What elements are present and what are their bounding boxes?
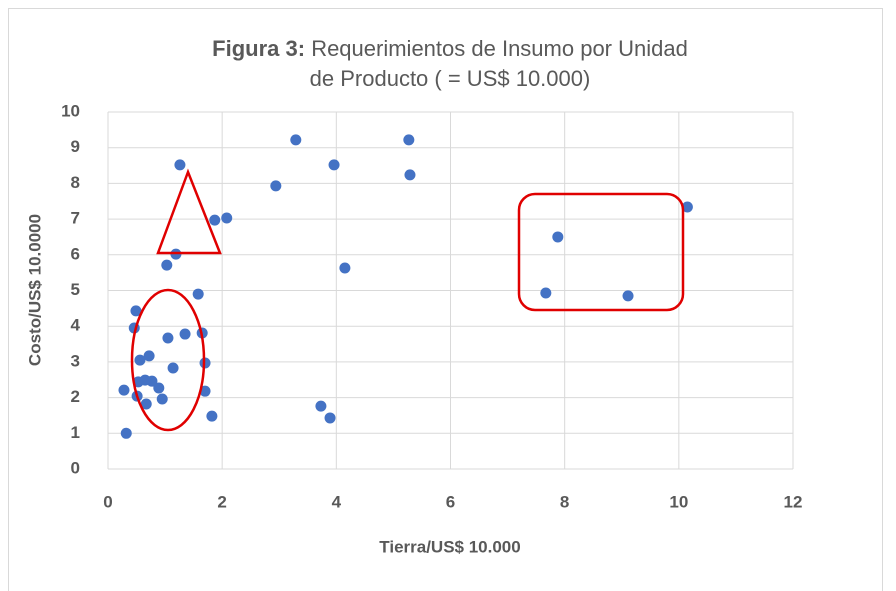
x-tick-label: 0 — [103, 492, 112, 511]
point — [118, 384, 130, 396]
point — [174, 159, 186, 171]
x-tick-label: 12 — [784, 492, 803, 511]
point — [324, 412, 336, 424]
y-tick-label: 9 — [71, 137, 80, 156]
point — [209, 214, 221, 226]
point — [404, 169, 416, 181]
title-text: Requerimientos de Insumo por Unidad de P… — [309, 36, 688, 91]
y-tick-label: 0 — [71, 458, 80, 477]
point — [153, 382, 165, 394]
y-tick-label: 8 — [71, 173, 80, 192]
y-tick-label: 7 — [71, 209, 80, 228]
point — [192, 288, 204, 300]
point — [120, 427, 132, 439]
grid — [107, 111, 794, 470]
y-tick-label: 6 — [71, 244, 80, 263]
point — [179, 328, 191, 340]
x-tick-label: 4 — [332, 492, 342, 511]
point — [290, 134, 302, 146]
point — [403, 134, 415, 146]
point — [130, 305, 142, 317]
point — [315, 400, 327, 412]
point — [552, 231, 564, 243]
y-tick-label: 2 — [71, 387, 80, 406]
marks — [118, 134, 693, 439]
y-tick-label: 10 — [61, 101, 80, 120]
point — [339, 262, 351, 274]
point — [540, 287, 552, 299]
point — [143, 350, 155, 362]
x-tick-label: 8 — [560, 492, 569, 511]
y-axis-title: Costo/US$ 10.0000 — [25, 214, 44, 366]
point — [161, 259, 173, 271]
x-axis-title: Tierra/US$ 10.000 — [379, 537, 520, 556]
point — [156, 393, 168, 405]
point — [622, 290, 634, 302]
point — [270, 180, 282, 192]
x-tick-label: 6 — [446, 492, 455, 511]
y-tick-label: 5 — [71, 280, 80, 299]
point — [328, 159, 340, 171]
point — [167, 362, 179, 374]
ellipse-annotation — [130, 288, 206, 432]
point — [134, 354, 146, 366]
point — [221, 212, 233, 224]
point — [206, 410, 218, 422]
triangle-annotation — [156, 168, 222, 255]
y-tick-label: 4 — [71, 316, 81, 335]
title-label: Figura 3: — [212, 36, 306, 61]
box-annotation — [517, 192, 685, 312]
x-tick-label: 2 — [217, 492, 226, 511]
x-tick-label: 10 — [669, 492, 688, 511]
chart-title: Figura 3: Requerimientos de Insumo por U… — [200, 34, 700, 94]
point — [681, 201, 693, 213]
y-tick-label: 1 — [71, 423, 80, 442]
point — [140, 398, 152, 410]
point — [146, 375, 158, 387]
y-tick-label: 3 — [71, 351, 80, 370]
chart-border — [8, 8, 883, 591]
point — [162, 332, 174, 344]
